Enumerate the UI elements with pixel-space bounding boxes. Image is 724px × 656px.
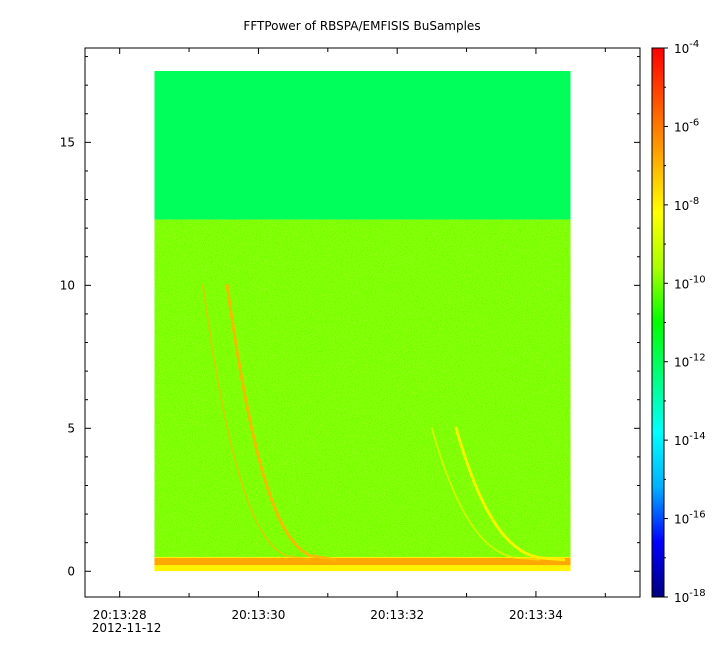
colorbar-tick-label: 10-8	[674, 196, 699, 213]
dispersion-curve-2	[430, 427, 541, 561]
colorbar-tick-label: 10-14	[674, 431, 706, 448]
colorbar-tick-label: 10-12	[674, 353, 706, 370]
colorbar-tick-label: 10-18	[674, 588, 706, 605]
colorbar-tick-label: 10-10	[674, 274, 706, 291]
dispersion-curve-1	[225, 283, 337, 562]
dispersion-curve-2	[454, 426, 566, 562]
x-tick-label: 20:13:34	[509, 608, 563, 622]
spectrogram-heatmap	[154, 70, 571, 572]
baseline-strip	[154, 557, 571, 566]
colorbar-tick-label: 10-4	[674, 39, 699, 56]
y-tick-label: 0	[67, 564, 75, 578]
colorbar-tick-label: 10-6	[674, 117, 699, 134]
x-axis: 20:13:28 20:13:30 20:13:32 20:13:34 2012-11-…	[92, 48, 606, 635]
upper-band	[154, 70, 571, 220]
middle-band-noise	[154, 219, 571, 557]
x-tick-label: 20:13:28	[93, 608, 147, 622]
y-axis: 0 5 10 15	[60, 56, 640, 578]
colorbar-tick-label: 10-16	[674, 510, 706, 527]
x-tick-label: 20:13:30	[231, 608, 285, 622]
dispersion-curve-1	[201, 284, 312, 561]
x-tick-label: 20:13:32	[370, 608, 424, 622]
y-tick-label: 10	[60, 278, 75, 292]
colorbar: 10-4 10-6 10-8 10-10 10-12 10-14 10-16 10-18	[651, 39, 706, 605]
chart-title: FFTPower of RBSPA/EMFISIS BuSamples	[243, 19, 480, 33]
colorbar-gradient	[651, 47, 665, 598]
y-tick-label: 15	[60, 135, 75, 149]
y-tick-label: 5	[67, 421, 75, 435]
x-date-label: 2012-11-12	[92, 621, 162, 635]
